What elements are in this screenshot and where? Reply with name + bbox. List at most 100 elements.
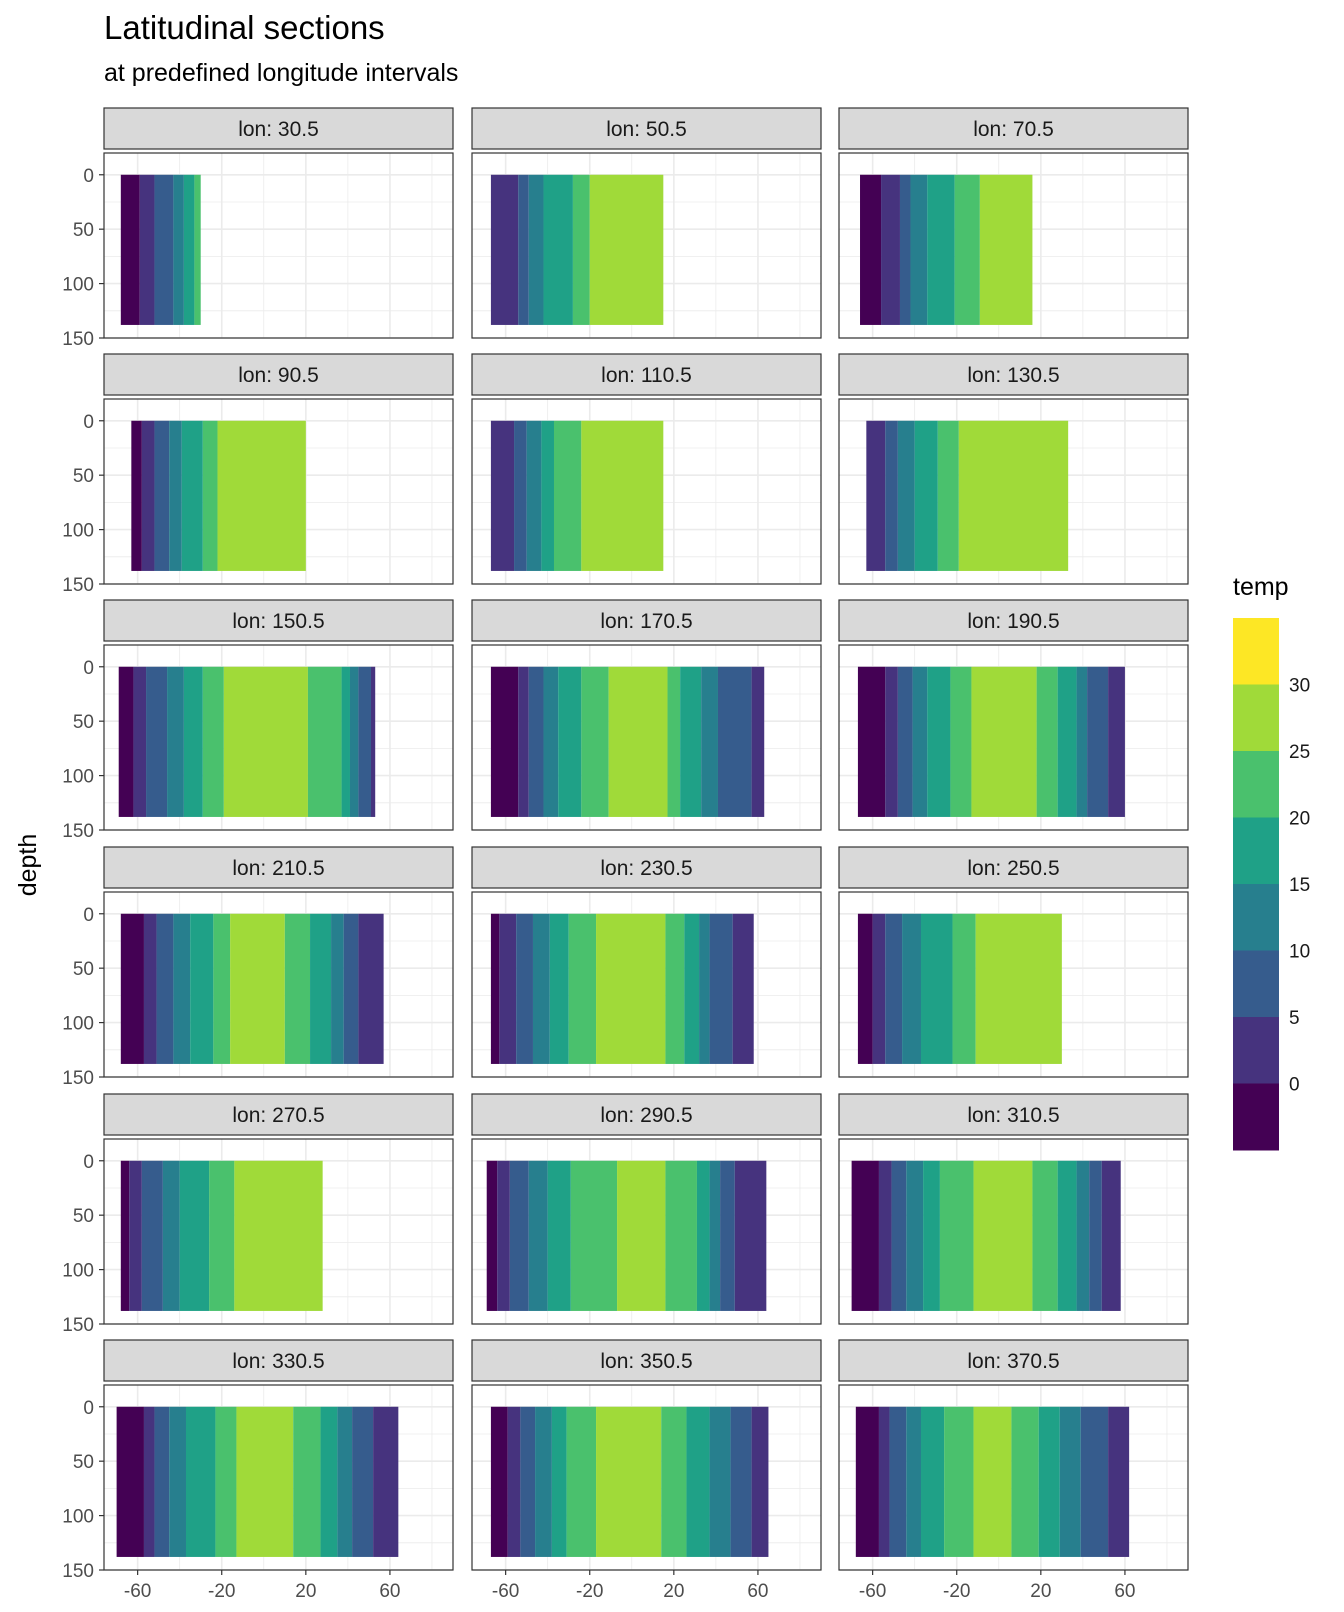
- temp-band: [558, 666, 582, 817]
- temp-band: [885, 420, 898, 571]
- temp-band: [954, 174, 980, 325]
- facet-strip-label: lon: 170.5: [600, 610, 692, 633]
- temp-band: [133, 666, 147, 817]
- temp-band: [154, 1406, 170, 1557]
- temp-band: [979, 174, 1033, 325]
- temp-band: [179, 1160, 210, 1311]
- temp-band: [1089, 1160, 1102, 1311]
- facet-strip: [103, 599, 454, 642]
- temp-band: [1057, 666, 1077, 817]
- y-tick-label: 150: [62, 1315, 94, 1336]
- temp-band: [543, 174, 573, 325]
- panel-border: [471, 891, 822, 1078]
- facet-strip-label: lon: 50.5: [606, 118, 687, 141]
- temp-band: [973, 1160, 1033, 1311]
- panel-border: [103, 644, 454, 831]
- facet-strip: [838, 1093, 1189, 1136]
- temp-band: [1076, 666, 1088, 817]
- temp-band: [608, 666, 668, 817]
- panel-border: [838, 644, 1189, 831]
- temp-band: [549, 913, 569, 1064]
- facet-panel: lon: 310.5: [838, 1093, 1189, 1325]
- y-tick-label: 100: [62, 275, 94, 296]
- y-tick-label: 0: [83, 1152, 94, 1173]
- temp-band: [881, 174, 900, 325]
- temp-band: [617, 1160, 666, 1311]
- temp-band: [889, 1406, 907, 1557]
- temp-band: [543, 666, 559, 817]
- y-tick-label: 50: [73, 220, 94, 241]
- temp-band: [518, 174, 529, 325]
- temp-band: [872, 913, 886, 1064]
- facet-strip: [471, 107, 822, 150]
- facet-strip-label: lon: 330.5: [232, 1350, 324, 1373]
- temp-band: [167, 666, 184, 817]
- temp-band: [320, 1406, 338, 1557]
- panel-border: [838, 398, 1189, 585]
- panel-border: [103, 1138, 454, 1325]
- temp-band: [331, 913, 344, 1064]
- panel-border: [838, 1138, 1189, 1325]
- facet-strip: [838, 1339, 1189, 1382]
- legend-color-bin: [1233, 950, 1279, 1018]
- temp-band: [717, 666, 752, 817]
- temp-band: [910, 174, 928, 325]
- temp-band: [535, 1406, 552, 1557]
- y-tick-label: 100: [62, 1261, 94, 1282]
- temp-band: [860, 174, 882, 325]
- temp-band: [696, 1160, 710, 1311]
- temp-band: [143, 913, 157, 1064]
- temp-band: [958, 420, 1069, 571]
- temp-band: [518, 666, 529, 817]
- temp-band: [581, 420, 664, 571]
- temp-band: [857, 666, 886, 817]
- temp-band: [1076, 1160, 1090, 1311]
- temp-band: [709, 913, 733, 1064]
- panel-border: [838, 152, 1189, 339]
- temp-band: [341, 666, 350, 817]
- temp-band: [129, 1160, 142, 1311]
- temp-band: [1059, 1406, 1081, 1557]
- y-tick-label: 50: [73, 712, 94, 733]
- legend-color-bin: [1233, 1083, 1279, 1151]
- temp-band: [169, 420, 182, 571]
- temp-band: [162, 1160, 180, 1311]
- temp-band: [120, 1160, 130, 1311]
- temp-band: [570, 1160, 618, 1311]
- panel-border: [838, 891, 1189, 1078]
- panel-border: [838, 1384, 1189, 1571]
- temp-band: [547, 1160, 571, 1311]
- temp-band: [181, 420, 203, 571]
- legend-color-bin: [1233, 817, 1279, 885]
- facet-strip: [838, 353, 1189, 396]
- temp-band: [851, 1160, 879, 1311]
- panel-border: [103, 891, 454, 1078]
- temp-band: [701, 666, 718, 817]
- y-tick-label: 100: [62, 767, 94, 788]
- temp-band: [541, 420, 554, 571]
- temp-band: [520, 1406, 536, 1557]
- x-tick-label: 20: [295, 1581, 316, 1602]
- temp-band: [730, 1406, 752, 1557]
- temp-band: [912, 666, 928, 817]
- temp-band: [352, 1406, 374, 1557]
- temp-band: [1038, 1406, 1060, 1557]
- temp-band: [596, 913, 666, 1064]
- legend-title: temp: [1233, 573, 1289, 601]
- temp-band: [490, 913, 500, 1064]
- temp-band: [720, 1160, 735, 1311]
- facet-strip-label: lon: 230.5: [600, 857, 692, 880]
- legend-color-bin: [1233, 684, 1279, 752]
- temp-band: [154, 174, 174, 325]
- temp-band: [183, 174, 195, 325]
- y-tick-label: 100: [62, 521, 94, 542]
- facet-strip-label: lon: 30.5: [238, 118, 319, 141]
- y-tick-label: 0: [83, 166, 94, 187]
- temp-band: [751, 666, 765, 817]
- temp-band: [526, 420, 542, 571]
- panel-border: [103, 398, 454, 585]
- legend-color-bin: [1233, 884, 1279, 951]
- temp-band: [878, 1406, 890, 1557]
- temp-band: [885, 913, 903, 1064]
- facet-strip-label: lon: 210.5: [232, 857, 324, 880]
